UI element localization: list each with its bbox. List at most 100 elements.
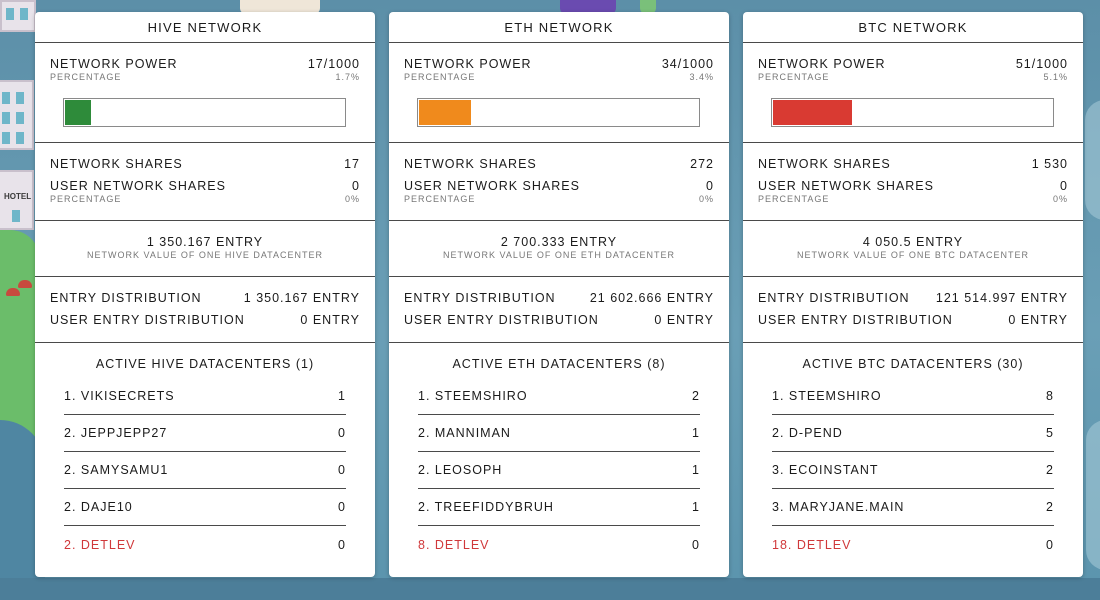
datacenter-value-section: 1 350.167 ENTRY NETWORK VALUE OF ONE HIV… <box>35 221 375 277</box>
user-percent-value: 0% <box>698 194 714 204</box>
datacenter-list-item: 1. STEEMSHIRO 2 <box>418 378 700 415</box>
datacenter-list-item: 1. VIKISECRETS 1 <box>64 378 346 415</box>
network-shares-value: 1 530 <box>1031 157 1068 171</box>
datacenter-name: 2. MANNIMAN <box>418 426 511 440</box>
datacenter-value-label: NETWORK VALUE OF ONE BTC DATACENTER <box>796 250 1029 260</box>
network-power-label: NETWORK POWER <box>758 57 886 71</box>
power-percent-value: 3.4% <box>689 72 714 82</box>
entry-distribution-value: 21 602.666 ENTRY <box>589 291 714 305</box>
user-percent-value: 0% <box>1052 194 1068 204</box>
datacenter-count: 1 <box>692 500 700 514</box>
datacenter-value: 4 050.5 ENTRY <box>862 235 964 249</box>
datacenter-list-item: 2. DETLEV 0 <box>64 526 346 563</box>
top-decoration-purple <box>560 0 616 14</box>
hotel-building: HOTEL <box>0 170 34 230</box>
datacenter-count: 1 <box>338 389 346 403</box>
user-network-shares-value: 0 <box>706 179 714 193</box>
active-datacenters-section: ACTIVE ETH DATACENTERS (8) 1. STEEMSHIRO… <box>389 343 729 563</box>
datacenter-count: 0 <box>338 537 346 552</box>
datacenter-value: 2 700.333 ENTRY <box>500 235 618 249</box>
datacenter-count: 2 <box>1046 500 1054 514</box>
entry-distribution-section: ENTRY DISTRIBUTION 121 514.997 ENTRY USE… <box>743 277 1083 343</box>
network-power-label: NETWORK POWER <box>404 57 532 71</box>
datacenter-name: 2. DAJE10 <box>64 500 133 514</box>
network-power-bar <box>63 98 346 127</box>
active-datacenters-title: ACTIVE HIVE DATACENTERS (1) <box>95 357 315 371</box>
network-power-bar <box>417 98 700 127</box>
network-power-value: 17/1000 <box>307 57 360 71</box>
datacenter-value-section: 2 700.333 ENTRY NETWORK VALUE OF ONE ETH… <box>389 221 729 277</box>
datacenter-list-item: 3. MARYJANE.MAIN 2 <box>772 489 1054 526</box>
datacenter-count: 2 <box>1046 463 1054 477</box>
active-datacenters-title: ACTIVE ETH DATACENTERS (8) <box>452 357 666 371</box>
datacenter-list-item: 2. LEOSOPH 1 <box>418 452 700 489</box>
datacenter-count: 8 <box>1046 389 1054 403</box>
user-network-shares-value: 0 <box>1060 179 1068 193</box>
card-title: HIVE NETWORK <box>35 12 375 43</box>
datacenter-count: 5 <box>1046 426 1054 440</box>
entry-distribution-label: ENTRY DISTRIBUTION <box>758 291 910 305</box>
datacenter-name: 2. JEPPJEPP27 <box>64 426 168 440</box>
datacenter-list-item: 18. DETLEV 0 <box>772 526 1054 563</box>
user-entry-distribution-label: USER ENTRY DISTRIBUTION <box>404 313 599 327</box>
power-percent-value: 5.1% <box>1043 72 1068 82</box>
network-power-value: 51/1000 <box>1015 57 1068 71</box>
network-power-bar <box>771 98 1054 127</box>
datacenter-list-item: 2. D-PEND 5 <box>772 415 1054 452</box>
network-power-section: NETWORK POWER 17/1000 PERCENTAGE 1.7% <box>35 43 375 143</box>
entry-distribution-label: ENTRY DISTRIBUTION <box>404 291 556 305</box>
datacenter-count: 0 <box>338 463 346 477</box>
card-title: BTC NETWORK <box>743 12 1083 43</box>
datacenter-name: 18. DETLEV <box>772 537 852 552</box>
datacenter-name: 2. D-PEND <box>772 426 843 440</box>
datacenter-count: 0 <box>692 537 700 552</box>
datacenter-value-label: NETWORK VALUE OF ONE HIVE DATACENTER <box>86 250 324 260</box>
datacenter-name: 2. LEOSOPH <box>418 463 503 477</box>
entry-distribution-section: ENTRY DISTRIBUTION 21 602.666 ENTRY USER… <box>389 277 729 343</box>
network-shares-label: NETWORK SHARES <box>404 157 537 171</box>
datacenter-value-label: NETWORK VALUE OF ONE ETH DATACENTER <box>442 250 675 260</box>
power-percent-value: 1.7% <box>335 72 360 82</box>
user-entry-distribution-value: 0 ENTRY <box>654 313 714 327</box>
network-power-value: 34/1000 <box>661 57 714 71</box>
network-power-bar-fill <box>65 100 91 125</box>
user-entry-distribution-label: USER ENTRY DISTRIBUTION <box>758 313 953 327</box>
datacenter-name: 3. MARYJANE.MAIN <box>772 500 905 514</box>
datacenter-list-item: 2. MANNIMAN 1 <box>418 415 700 452</box>
mushroom-decoration <box>18 280 32 288</box>
road-area <box>0 578 1100 600</box>
datacenter-list-item: 2. SAMYSAMU1 0 <box>64 452 346 489</box>
user-percentage-label: PERCENTAGE <box>758 194 830 204</box>
datacenter-list-item: 2. DAJE10 0 <box>64 489 346 526</box>
network-card-btc: BTC NETWORK NETWORK POWER 51/1000 PERCEN… <box>743 12 1083 577</box>
active-datacenters-section: ACTIVE BTC DATACENTERS (30) 1. STEEMSHIR… <box>743 343 1083 563</box>
network-power-section: NETWORK POWER 34/1000 PERCENTAGE 3.4% <box>389 43 729 143</box>
network-power-label: NETWORK POWER <box>50 57 178 71</box>
datacenter-list-item: 1. STEEMSHIRO 8 <box>772 378 1054 415</box>
datacenter-count: 0 <box>338 500 346 514</box>
datacenter-list: 1. VIKISECRETS 1 2. JEPPJEPP27 0 2. SAMYSAMU… <box>50 378 360 563</box>
network-power-bar-fill <box>773 100 852 125</box>
active-datacenters-section: ACTIVE HIVE DATACENTERS (1) 1. VIKISECRE… <box>35 343 375 563</box>
user-network-shares-label: USER NETWORK SHARES <box>758 179 934 193</box>
entry-distribution-section: ENTRY DISTRIBUTION 1 350.167 ENTRY USER … <box>35 277 375 343</box>
building-left <box>0 80 34 150</box>
datacenter-name: 1. STEEMSHIRO <box>418 389 528 403</box>
entry-distribution-label: ENTRY DISTRIBUTION <box>50 291 202 305</box>
building-top-left <box>0 0 36 32</box>
hotel-sign: HOTEL <box>4 192 32 201</box>
mushroom-decoration <box>6 288 20 296</box>
user-percentage-label: PERCENTAGE <box>404 194 476 204</box>
user-percent-value: 0% <box>344 194 360 204</box>
datacenter-name: 8. DETLEV <box>418 537 490 552</box>
user-entry-distribution-label: USER ENTRY DISTRIBUTION <box>50 313 245 327</box>
entry-distribution-value: 121 514.997 ENTRY <box>935 291 1068 305</box>
datacenter-name: 2. DETLEV <box>64 537 136 552</box>
datacenter-name: 1. STEEMSHIRO <box>772 389 882 403</box>
network-card-eth: ETH NETWORK NETWORK POWER 34/1000 PERCEN… <box>389 12 729 577</box>
datacenter-list: 1. STEEMSHIRO 8 2. D-PEND 5 3. ECOINSTANT 2 3.… <box>758 378 1068 563</box>
top-decoration-beige <box>240 0 320 14</box>
datacenter-value-section: 4 050.5 ENTRY NETWORK VALUE OF ONE BTC D… <box>743 221 1083 277</box>
datacenter-list: 1. STEEMSHIRO 2 2. MANNIMAN 1 2. LEOSOPH 1 2. … <box>404 378 714 563</box>
datacenter-list-item: 2. JEPPJEPP27 0 <box>64 415 346 452</box>
